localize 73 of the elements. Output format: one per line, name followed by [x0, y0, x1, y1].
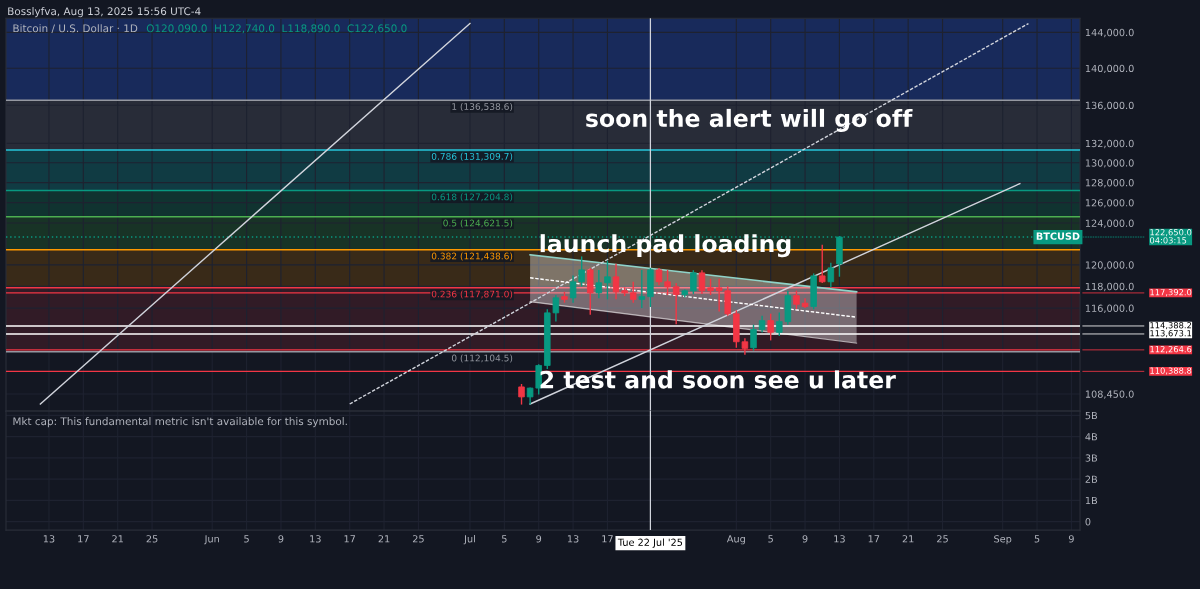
- y-tick-label: 4B: [1085, 433, 1098, 441]
- x-tick-label: 13: [43, 535, 55, 543]
- x-tick-label: 9: [278, 535, 284, 543]
- y-tick-label: 144,000.0: [1085, 28, 1134, 38]
- annotation: 0.786 (131,309.7): [431, 152, 513, 161]
- annotation: BTCUSD: [1036, 232, 1080, 240]
- candlestick: [518, 383, 525, 406]
- y-tick-label: 126,000.0: [1085, 199, 1134, 208]
- y-tick-label: 108,450.0: [1085, 390, 1134, 399]
- ref-line-label: 122,650.0 04:03:15: [1149, 229, 1192, 244]
- text: O120,090.0 H122,740.0 L118,890.0 C122,650.0: [146, 24, 407, 34]
- annotation: 0.618 (127,204.8): [431, 193, 513, 202]
- chart-title: Bitcoin / U.S. Dollar · 1D: [13, 24, 138, 34]
- candlestick: [767, 312, 774, 342]
- y-tick-label: 140,000.0: [1085, 64, 1134, 74]
- x-tick-label: Sep: [994, 535, 1012, 545]
- ref-line-label: 113,673.1: [1150, 330, 1192, 338]
- annotation: 1 (136,538.6): [452, 103, 513, 112]
- y-tick-label: 120,000.0: [1085, 261, 1134, 270]
- annotation: 0.5 (124,621.5): [443, 219, 513, 228]
- x-tick-label: 9: [1068, 535, 1074, 543]
- x-tick-label: 5: [501, 535, 507, 543]
- x-tick-label: 13: [834, 535, 845, 543]
- x-tick-label: 21: [902, 535, 914, 543]
- annotation: 0.382 (121,438.6): [431, 252, 513, 261]
- x-tick-label: 13: [567, 535, 579, 543]
- x-tick-label: 5: [1034, 535, 1040, 543]
- y-tick-label: 132,000.0: [1085, 139, 1134, 149]
- x-tick-label: 17: [78, 535, 89, 543]
- y-tick-label: 116,000.0: [1085, 304, 1134, 313]
- candlestick: [827, 262, 835, 289]
- candlestick: [595, 269, 603, 299]
- candlestick: [604, 259, 611, 301]
- y-tick-label: 118,000.0: [1085, 282, 1134, 292]
- ref-line-label: Tue 22 Jul '25: [617, 538, 683, 548]
- x-tick-label: 17: [602, 535, 613, 543]
- x-tick-label: Aug: [726, 535, 745, 545]
- y-tick-label: 130,000.0: [1085, 159, 1134, 168]
- x-tick-label: 9: [536, 535, 542, 543]
- candlestick: [690, 269, 697, 295]
- y-tick-label: 136,000.0: [1085, 101, 1134, 111]
- y-tick-label: 2B: [1085, 475, 1098, 483]
- candlestick: [750, 324, 757, 352]
- x-tick-label: Jun: [204, 535, 219, 545]
- x-tick-label: 25: [146, 535, 158, 543]
- annotation: soon the alert will go off: [586, 108, 913, 132]
- x-tick-label: Jul: [463, 534, 475, 545]
- x-tick-label: 13: [310, 535, 321, 543]
- x-tick-label: 25: [937, 535, 948, 543]
- x-tick-label: 5: [244, 535, 249, 543]
- annotation: Mkt cap: This fundamental metric isn't available for this symbol.: [13, 417, 347, 428]
- y-tick-label: 0: [1085, 518, 1091, 526]
- candlestick: [638, 269, 646, 309]
- annotation: 0.236 (117,871.0): [431, 290, 513, 299]
- y-tick-label: 128,000.0: [1085, 179, 1134, 188]
- ref-line-label: 117,392.0: [1150, 289, 1192, 297]
- candlestick: [818, 244, 826, 284]
- x-tick-label: 17: [344, 535, 356, 543]
- x-tick-label: 9: [802, 535, 808, 543]
- ref-line-label: 112,264.6: [1150, 345, 1192, 354]
- x-tick-label: 21: [378, 535, 390, 543]
- text: Bosslyfva, Aug 13, 2025 15:56 UTC-4: [8, 7, 201, 18]
- x-tick-label: 21: [112, 535, 123, 543]
- x-tick-label: 25: [412, 535, 424, 543]
- x-tick-label: 17: [868, 535, 880, 543]
- ref-line-label: 110,388.8: [1150, 367, 1192, 375]
- x-tick-label: 5: [768, 535, 773, 543]
- y-tick-label: 3B: [1085, 454, 1098, 462]
- y-tick-label: 5B: [1085, 411, 1098, 420]
- y-tick-label: 1B: [1085, 496, 1098, 505]
- annotation: 0 (112,104.5): [451, 354, 513, 363]
- y-tick-label: 124,000.0: [1085, 219, 1134, 228]
- ref-line-label: 114,388.2: [1150, 322, 1192, 330]
